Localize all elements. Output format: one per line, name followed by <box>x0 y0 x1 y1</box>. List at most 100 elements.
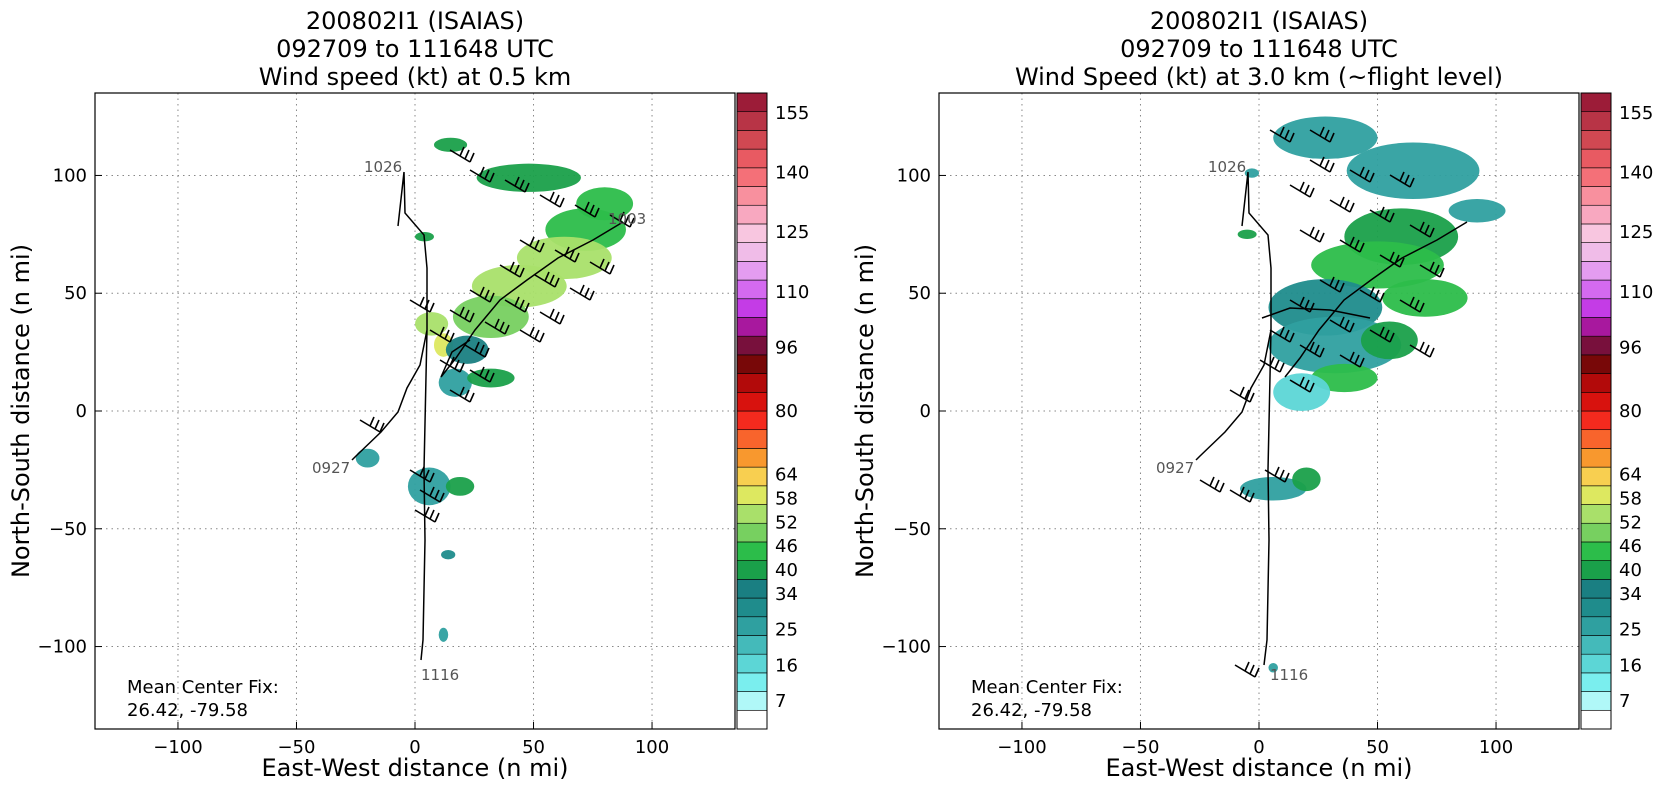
left-colorbar-segment <box>736 298 768 318</box>
right-wind-barb <box>1229 486 1255 503</box>
right-colorbar-segment <box>1580 709 1612 730</box>
left-wind-barb <box>429 326 455 343</box>
left-y-tick-label: −100 <box>38 637 87 658</box>
left-center-fix-value: 26.42, -79.58 <box>127 700 248 721</box>
panel-right: 200802I1 (ISAIAS) 092709 to 111648 UTC W… <box>851 7 1653 782</box>
right-wind-field <box>1237 116 1506 673</box>
left-colorbar-label: 110 <box>775 282 809 303</box>
right-wind-cell <box>1448 199 1506 223</box>
left-colorbar-label: 58 <box>775 488 798 509</box>
right-y-axis-label: North-South distance (n mi) <box>851 244 879 578</box>
left-colorbar-segment <box>736 448 768 468</box>
right-colorbar-segment <box>1580 691 1612 711</box>
right-axis-ticks: −100 −50 0 50 100 −100 −50 0 50 100 <box>882 165 1514 758</box>
right-wind-barb <box>1329 316 1355 333</box>
left-wind-barb <box>469 366 495 383</box>
right-colorbar-label: 46 <box>1619 536 1642 557</box>
right-wind-cell <box>1268 663 1278 673</box>
right-wind-cell <box>1237 229 1257 240</box>
right-colorbar-segment <box>1580 653 1612 674</box>
left-y-tick-label: 50 <box>64 283 87 304</box>
left-x-axis-label: East-West distance (n mi) <box>261 754 568 782</box>
right-center-fix-value: 26.42, -79.58 <box>971 700 1092 721</box>
right-wind-barb <box>1409 341 1435 358</box>
left-wind-cell <box>355 448 380 468</box>
left-colorbar-label: 64 <box>775 465 798 486</box>
right-wind-barb <box>1289 376 1315 393</box>
left-colorbar-segment <box>736 130 768 150</box>
left-wind-barb <box>464 341 490 358</box>
left-track-label-0927: 0927 <box>312 459 350 477</box>
right-colorbar-segment <box>1580 560 1612 580</box>
left-grid <box>95 93 735 729</box>
left-colorbar-segment <box>736 616 768 636</box>
right-colorbar-segment <box>1580 242 1612 262</box>
left-colorbar-segment <box>736 541 768 561</box>
right-colorbar-segment <box>1580 130 1612 150</box>
right-y-tick-label: −100 <box>882 637 931 658</box>
right-y-tick-label: 100 <box>897 165 931 186</box>
left-wind-cell <box>407 467 451 506</box>
right-colorbar-segment <box>1580 92 1612 113</box>
right-colorbar-segment <box>1580 279 1612 300</box>
right-wind-cell <box>1240 476 1307 501</box>
right-wind-barb <box>1419 261 1445 278</box>
right-colorbar-label: 125 <box>1619 222 1653 243</box>
right-wind-barb <box>1309 156 1335 173</box>
left-colorbar-label: 25 <box>775 620 798 641</box>
left-track-label-1003: 1003 <box>608 210 646 228</box>
right-colorbar-label: 155 <box>1619 103 1653 124</box>
right-wind-barb <box>1389 171 1415 188</box>
right-colorbar-label: 34 <box>1619 584 1642 605</box>
left-wind-barb <box>534 271 560 288</box>
right-wind-barb <box>1289 296 1315 313</box>
right-colorbar-segment <box>1580 373 1612 393</box>
left-wind-cell <box>415 312 449 336</box>
left-colorbar-segment <box>736 373 768 393</box>
left-colorbar-label: 16 <box>775 655 798 676</box>
right-track-label-0927: 0927 <box>1156 459 1194 477</box>
left-wind-barb <box>414 506 440 523</box>
right-colorbar-segment <box>1580 391 1612 412</box>
left-wind-barb <box>504 296 530 313</box>
left-colorbar-segment <box>736 429 768 449</box>
right-wind-barb <box>1299 341 1325 358</box>
right-wind-barb <box>1349 166 1375 183</box>
left-axis-ticks: −100 −50 0 50 100 −100 −50 0 50 100 <box>38 165 670 758</box>
right-colorbar-segment <box>1580 335 1612 356</box>
left-wind-barb <box>449 386 475 403</box>
left-wind-barb <box>359 416 385 433</box>
left-title-line-1: 200802I1 (ISAIAS) <box>306 7 524 35</box>
left-wind-barb <box>499 261 525 278</box>
right-grid <box>939 93 1579 729</box>
right-wind-barb <box>1339 351 1365 368</box>
right-x-axis-label: East-West distance (n mi) <box>1105 754 1412 782</box>
right-wind-barb <box>1199 476 1225 493</box>
right-colorbar-segment <box>1580 597 1612 618</box>
right-colorbar-label: 25 <box>1619 620 1642 641</box>
left-wind-barb <box>519 236 545 253</box>
left-wind-barbs <box>359 146 635 523</box>
right-colorbar-label: 58 <box>1619 488 1642 509</box>
right-wind-barb <box>1359 286 1385 303</box>
right-colorbar-label: 96 <box>1619 337 1642 358</box>
left-x-tick-label: 100 <box>635 737 669 758</box>
left-track-label-1116: 1116 <box>421 666 459 684</box>
left-colorbar-label: 46 <box>775 536 798 557</box>
left-wind-cell <box>452 295 529 338</box>
left-wind-barb <box>609 211 635 228</box>
left-y-tick-label: −50 <box>49 519 87 540</box>
right-wind-barb <box>1309 126 1335 143</box>
right-flight-track <box>1195 171 1468 666</box>
left-wind-barb <box>554 246 580 263</box>
left-wind-barb <box>449 306 475 323</box>
right-wind-barb <box>1269 126 1295 143</box>
left-track <box>351 171 624 661</box>
left-wind-barb <box>539 308 565 325</box>
right-colorbar-segment <box>1580 111 1612 131</box>
left-track-label-1026: 1026 <box>364 158 402 176</box>
left-title-line-3: Wind speed (kt) at 0.5 km <box>259 63 572 91</box>
right-colorbar-label: 16 <box>1619 655 1642 676</box>
right-title-line-1: 200802I1 (ISAIAS) <box>1150 7 1368 35</box>
